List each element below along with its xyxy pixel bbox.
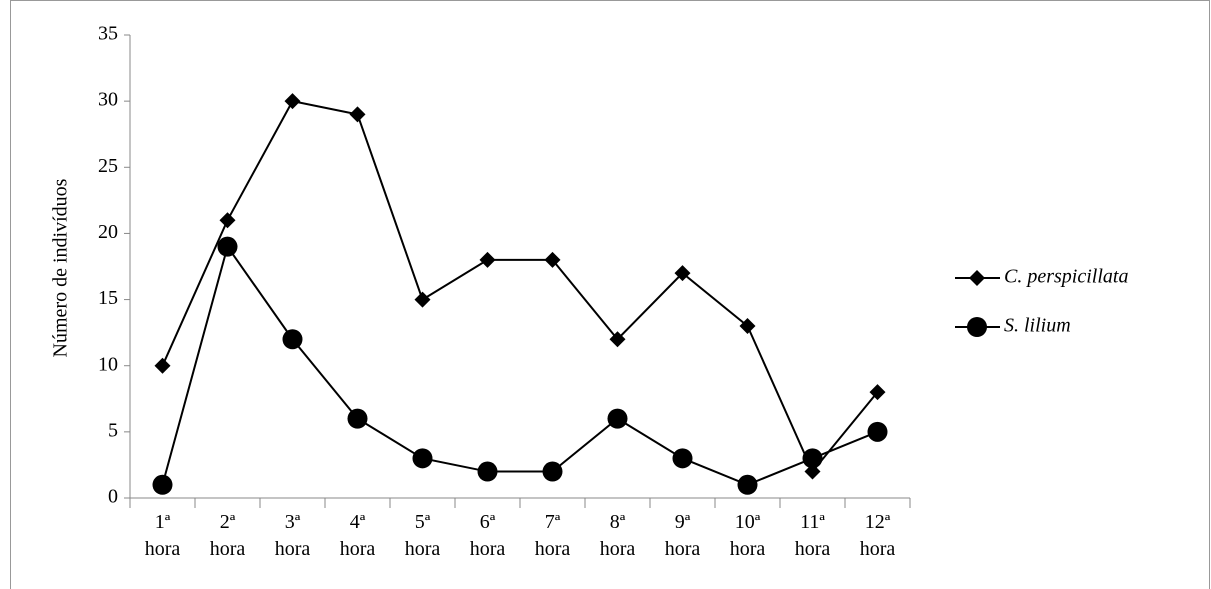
data-point — [672, 448, 693, 469]
data-point — [217, 236, 238, 257]
x-tick-label: 8ª hora — [600, 511, 636, 560]
data-point — [414, 291, 431, 308]
data-point — [737, 474, 758, 495]
legend-text: S. lilium — [1004, 315, 1071, 337]
series-line — [161, 100, 879, 474]
x-tick-label: 7ª hora — [535, 511, 571, 560]
y-tick-label: 5 — [108, 419, 118, 441]
data-point — [802, 448, 823, 469]
legend-marker — [969, 270, 985, 286]
x-tick-label: 5ª hora — [405, 511, 441, 560]
y-tick-label: 25 — [98, 155, 118, 177]
data-point — [607, 408, 628, 429]
data-point — [544, 251, 561, 268]
x-tick-label: 11ª hora — [795, 511, 831, 560]
x-tick-label: 6ª hora — [470, 511, 506, 560]
y-tick-label: 10 — [98, 353, 118, 375]
y-tick-label: 0 — [108, 486, 118, 508]
y-tick-label: 20 — [98, 221, 118, 243]
data-point — [282, 329, 303, 350]
x-tick-label: 3ª hora — [275, 511, 311, 560]
chart-border — [10, 0, 1210, 589]
data-point — [804, 463, 821, 480]
legend-marker — [967, 317, 987, 337]
data-point — [479, 251, 496, 268]
series-line — [161, 244, 878, 486]
legend-text: C. perspicillata — [1004, 266, 1128, 288]
data-point — [477, 461, 498, 482]
x-tick-label: 4ª hora — [340, 511, 376, 560]
data-point — [219, 212, 236, 229]
data-point — [867, 421, 888, 442]
data-point — [739, 318, 756, 335]
data-point — [347, 408, 368, 429]
y-tick-label: 35 — [98, 23, 118, 45]
data-point — [349, 106, 366, 123]
data-point — [154, 357, 171, 374]
y-tick-label: 30 — [98, 89, 118, 111]
data-point — [609, 331, 626, 348]
data-point — [674, 265, 691, 282]
data-point — [869, 384, 886, 401]
x-tick-label: 10ª hora — [730, 511, 766, 560]
y-tick-label: 15 — [98, 287, 118, 309]
x-tick-label: 12ª hora — [860, 511, 896, 560]
x-tick-label: 9ª hora — [665, 511, 701, 560]
x-tick-label: 2ª hora — [210, 511, 246, 560]
x-tick-label: 1ª hora — [145, 511, 181, 560]
y-axis-label: Número de indivíduos — [50, 178, 72, 357]
data-point — [542, 461, 563, 482]
data-point — [152, 474, 173, 495]
data-point — [412, 448, 433, 469]
data-point — [284, 93, 301, 110]
